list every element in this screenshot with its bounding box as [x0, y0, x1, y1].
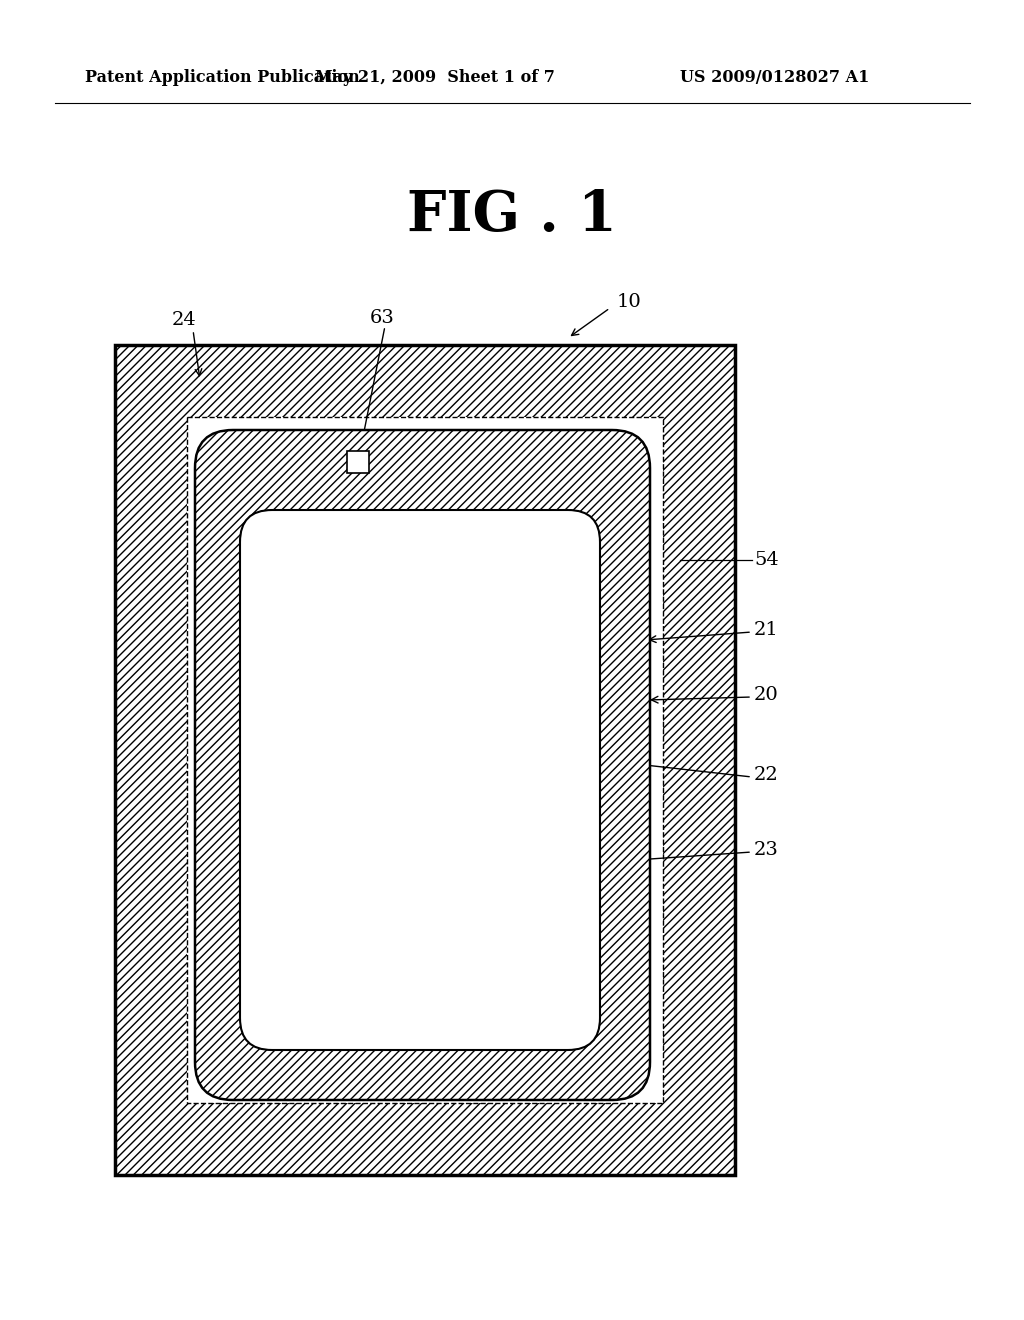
Bar	[347, 451, 369, 473]
Polygon shape	[115, 345, 735, 1175]
Text: FIG . 1: FIG . 1	[408, 187, 616, 243]
Text: 24: 24	[172, 312, 197, 329]
Text: 10: 10	[617, 293, 642, 312]
Text: 21: 21	[754, 620, 778, 639]
Text: 20: 20	[754, 686, 778, 704]
Text: 63: 63	[370, 309, 395, 327]
FancyBboxPatch shape	[240, 510, 600, 1049]
FancyBboxPatch shape	[195, 430, 650, 1100]
Text: 54: 54	[754, 550, 778, 569]
Polygon shape	[187, 417, 663, 1104]
Text: 22: 22	[754, 766, 778, 784]
Text: Patent Application Publication: Patent Application Publication	[85, 70, 359, 87]
Text: US 2009/0128027 A1: US 2009/0128027 A1	[680, 70, 869, 87]
Text: May 21, 2009  Sheet 1 of 7: May 21, 2009 Sheet 1 of 7	[315, 70, 555, 87]
Text: 23: 23	[754, 841, 779, 859]
